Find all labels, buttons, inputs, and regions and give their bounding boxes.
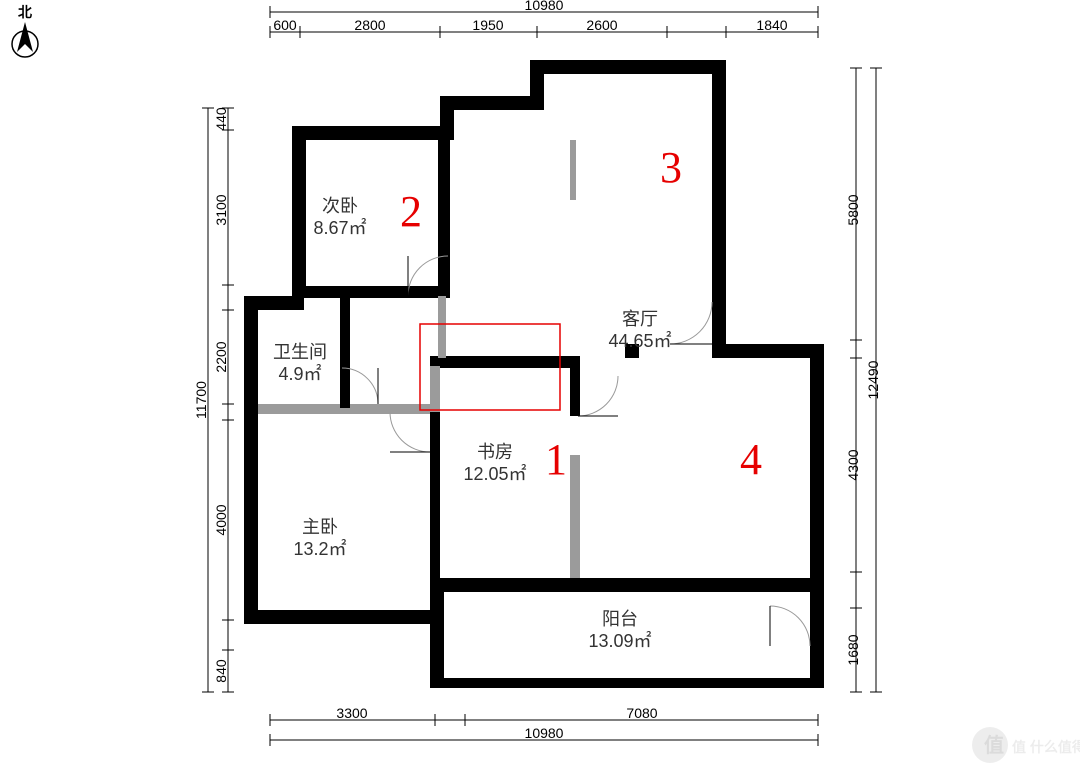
- svg-text:5800: 5800: [845, 194, 861, 225]
- svg-text:12.05㎡: 12.05㎡: [463, 463, 526, 484]
- label-study: 书房: [477, 442, 513, 462]
- label-bathroom: 卫生间: [273, 342, 327, 362]
- svg-text:600: 600: [273, 17, 297, 33]
- compass-north: 北: [12, 4, 38, 57]
- svg-text:2600: 2600: [586, 17, 617, 33]
- dim-top-inner: 600 2800 1950 2600 1840: [270, 17, 818, 38]
- svg-text:13.09㎡: 13.09㎡: [588, 630, 651, 651]
- dim-left-total: 11700: [193, 381, 209, 419]
- dim-top-total: 10980: [525, 0, 564, 13]
- svg-text:4.9㎡: 4.9㎡: [278, 363, 321, 384]
- dim-right-total: 12490: [865, 360, 881, 399]
- label-balcony: 阳台: [602, 609, 638, 629]
- compass-label: 北: [18, 4, 32, 20]
- svg-text:2200: 2200: [213, 341, 229, 372]
- walls: [244, 60, 824, 688]
- label-secondary-bedroom: 次卧: [322, 196, 358, 216]
- svg-text:840: 840: [213, 659, 229, 683]
- svg-text:1840: 1840: [756, 17, 787, 33]
- svg-text:440: 440: [213, 107, 229, 131]
- label-living-room: 客厅: [622, 309, 658, 329]
- svg-text:44.65㎡: 44.65㎡: [608, 330, 671, 351]
- dim-left-inner: 440 3100 2200 4000 840: [213, 107, 234, 692]
- dim-bottom-inner: 3300 7080: [270, 705, 818, 726]
- svg-text:7080: 7080: [626, 705, 657, 721]
- marker-3: 3: [660, 143, 682, 192]
- svg-text:4300: 4300: [845, 449, 861, 480]
- svg-text:2800: 2800: [354, 17, 385, 33]
- svg-text:值 什么值得买: 值 什么值得买: [1012, 739, 1080, 755]
- dim-top-outer: 10980: [270, 0, 818, 18]
- label-master-bedroom: 主卧: [302, 517, 338, 537]
- dim-bottom-total: 10980: [525, 725, 564, 741]
- svg-text:13.2㎡: 13.2㎡: [293, 538, 346, 559]
- watermark: 值 值 什么值得买: [972, 727, 1080, 763]
- svg-text:8.67㎡: 8.67㎡: [313, 217, 366, 238]
- dim-bottom-outer: 10980: [270, 725, 818, 746]
- svg-text:值: 值: [984, 733, 1004, 757]
- floorplan-canvas: 北 10980 600 2800 1950 2600 1840 11700: [0, 0, 1080, 778]
- svg-text:1950: 1950: [472, 17, 503, 33]
- dim-right-inner: 5800 4300 1680: [845, 68, 862, 692]
- svg-text:3300: 3300: [336, 705, 367, 721]
- svg-text:1680: 1680: [845, 634, 861, 665]
- dim-right-outer: 12490: [865, 68, 882, 692]
- svg-text:3100: 3100: [213, 194, 229, 225]
- marker-4: 4: [740, 435, 762, 484]
- svg-text:4000: 4000: [213, 504, 229, 535]
- marker-2: 2: [400, 187, 422, 236]
- marker-1: 1: [545, 435, 567, 484]
- dim-left-outer: 11700: [193, 108, 214, 692]
